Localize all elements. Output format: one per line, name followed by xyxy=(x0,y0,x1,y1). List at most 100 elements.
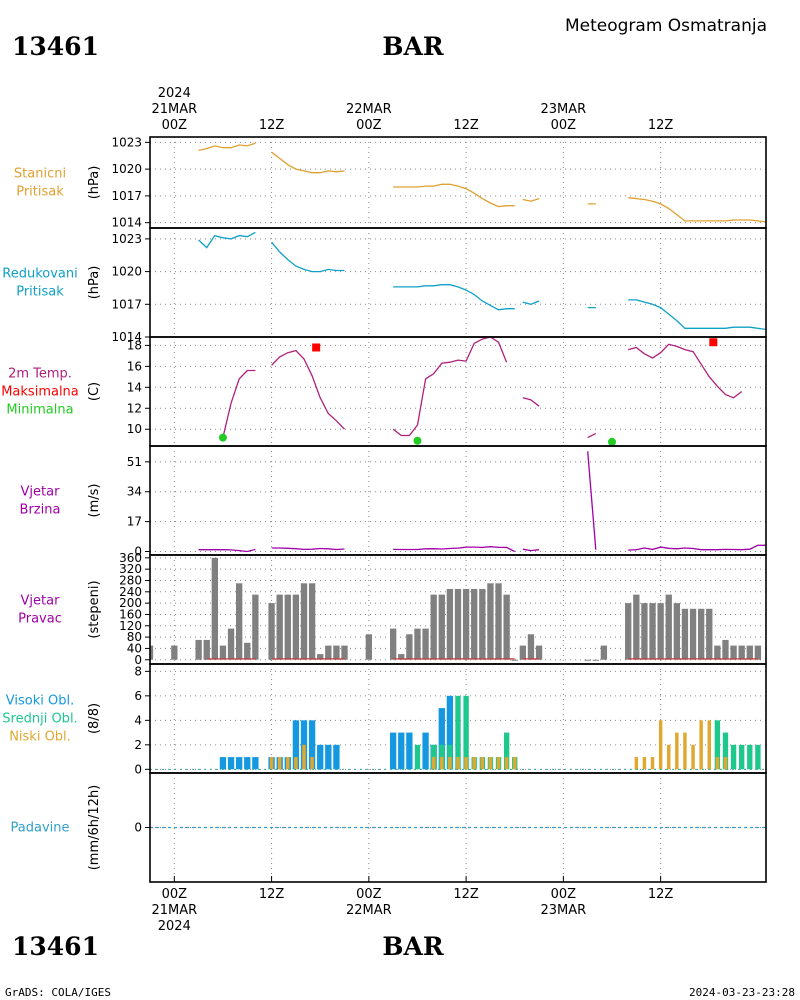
cloud-bar-high xyxy=(398,732,405,770)
wind-direction-bar xyxy=(292,594,300,660)
cloud-bar-mid xyxy=(455,695,461,770)
wind-direction-bar xyxy=(519,645,527,660)
station-id-top: 13461 xyxy=(12,32,99,61)
time-axis-label: 21MAR xyxy=(151,102,197,117)
chart-panels: 1014101710201023(hPa)StanicniPritisak101… xyxy=(1,135,767,883)
panel-side-label: Niski Obl. xyxy=(9,730,71,745)
cloud-bar-low xyxy=(707,720,712,770)
footer-timestamp: 2024-03-23-23:28 xyxy=(689,986,795,999)
panel-side-label: Brzina xyxy=(20,503,61,518)
tmin-marker xyxy=(218,433,227,442)
cloud-bar-high xyxy=(422,732,429,770)
panel-side-label: 2m Temp. xyxy=(8,367,72,382)
time-axis-label: 12Z xyxy=(259,887,285,902)
wind-direction-bar xyxy=(706,608,713,660)
panel-side-label: Maksimalna xyxy=(1,385,79,400)
panel-side-label: Pritisak xyxy=(16,185,64,200)
panel-precipitation: 0 (mm/6h/12h) Padavine xyxy=(11,772,767,883)
time-axis-label: 12Z xyxy=(648,118,674,133)
y-tick-label: 1020 xyxy=(111,162,142,176)
y-axis-unit: (m/s) xyxy=(87,484,102,518)
cloud-bar-low xyxy=(431,757,436,770)
plot-area xyxy=(150,557,762,661)
panel-station-pressure: 1014 1017 1020 1023 (hPa) Stanicni Pritisak xyxy=(14,135,767,230)
wind-direction-bar xyxy=(227,628,235,660)
cloud-bar-mid xyxy=(755,744,761,770)
wind-direction-bar xyxy=(649,603,656,660)
wind-direction-bar xyxy=(633,594,640,660)
y-tick-label: 0 xyxy=(134,821,142,835)
wind-direction-bar xyxy=(754,645,762,660)
wind-direction-bar xyxy=(665,594,672,660)
cloud-bar-low xyxy=(650,757,655,770)
cloud-bar-high xyxy=(244,757,251,770)
wind-direction-bar xyxy=(150,645,154,660)
series-line-reduced-pressure xyxy=(198,231,766,331)
wind-direction-bar xyxy=(454,588,462,660)
y-tick-label: 0 xyxy=(134,653,142,667)
cloud-bar-high xyxy=(389,732,397,770)
y-tick-label: 8 xyxy=(134,664,142,678)
wind-direction-bar xyxy=(325,645,332,660)
time-axis-label: 23MAR xyxy=(541,903,587,918)
panel-side-label: Vjetar xyxy=(21,594,61,609)
panel-side-label: Srednji Obl. xyxy=(2,712,77,727)
cloud-bar-low xyxy=(666,744,671,770)
panel-side-label: Stanicni xyxy=(14,167,66,182)
time-axis-label: 21MAR xyxy=(151,903,197,918)
wind-direction-bar xyxy=(746,645,753,660)
wind-direction-bar xyxy=(276,594,283,660)
plot-area xyxy=(218,337,743,446)
y-tick-label: 320 xyxy=(119,562,142,576)
cloud-bar-low xyxy=(512,757,517,770)
wind-direction-bar xyxy=(438,594,445,660)
panel-side-label: Visoki Obl. xyxy=(6,694,74,709)
tmin-marker xyxy=(608,437,616,446)
y-tick-label: 0 xyxy=(134,762,142,776)
wind-direction-bar xyxy=(722,639,729,660)
cloud-bar-high xyxy=(438,708,445,770)
wind-direction-bar xyxy=(511,659,518,661)
y-tick-label: 1017 xyxy=(111,189,142,203)
wind-direction-bar xyxy=(697,608,705,660)
panel-wind-speed: 0 17 34 51 (m/s) Vjetar Brzina xyxy=(20,445,767,558)
wind-direction-bar xyxy=(398,654,405,660)
cloud-bar-mid xyxy=(738,744,745,770)
station-name-top: BAR xyxy=(382,32,444,61)
wind-direction-bar xyxy=(462,588,470,660)
cloud-bar-mid xyxy=(730,744,737,770)
y-tick-label: 200 xyxy=(119,596,142,610)
wind-direction-bar xyxy=(211,557,219,660)
cloud-bar-mid xyxy=(722,732,729,770)
panel-frame xyxy=(149,336,767,447)
cloud-bar-low xyxy=(675,732,679,770)
y-tick-label: 120 xyxy=(119,619,142,633)
y-tick-label: 1014 xyxy=(111,330,142,344)
y-tick-label: 1023 xyxy=(111,232,142,246)
cloud-bar-high xyxy=(333,744,340,770)
series-line-station-pressure xyxy=(198,142,766,223)
station-name-bottom: BAR xyxy=(382,932,444,961)
y-tick-label: 16 xyxy=(127,359,142,373)
wind-direction-bar xyxy=(535,645,543,660)
wind-direction-bar xyxy=(738,645,745,660)
y-tick-label: 14 xyxy=(127,380,142,394)
wind-direction-bar xyxy=(714,645,721,660)
cloud-bar-low xyxy=(440,757,444,770)
cloud-bar-high xyxy=(219,757,227,770)
cloud-bar-low xyxy=(472,757,476,770)
wind-direction-bar xyxy=(333,645,340,660)
wind-direction-bar xyxy=(471,588,478,660)
y-tick-label: 2 xyxy=(134,738,142,752)
cloud-bar-low xyxy=(715,757,720,770)
wind-direction-bar xyxy=(592,659,599,661)
wind-direction-bar xyxy=(268,603,275,660)
cloud-bar-low xyxy=(683,732,687,770)
y-tick-label: 1017 xyxy=(111,297,142,311)
time-axis-label: 00Z xyxy=(162,887,188,902)
panel-side-label: Padavine xyxy=(11,821,70,836)
cloud-bar-low xyxy=(456,757,460,770)
y-tick-label: 34 xyxy=(127,485,142,499)
